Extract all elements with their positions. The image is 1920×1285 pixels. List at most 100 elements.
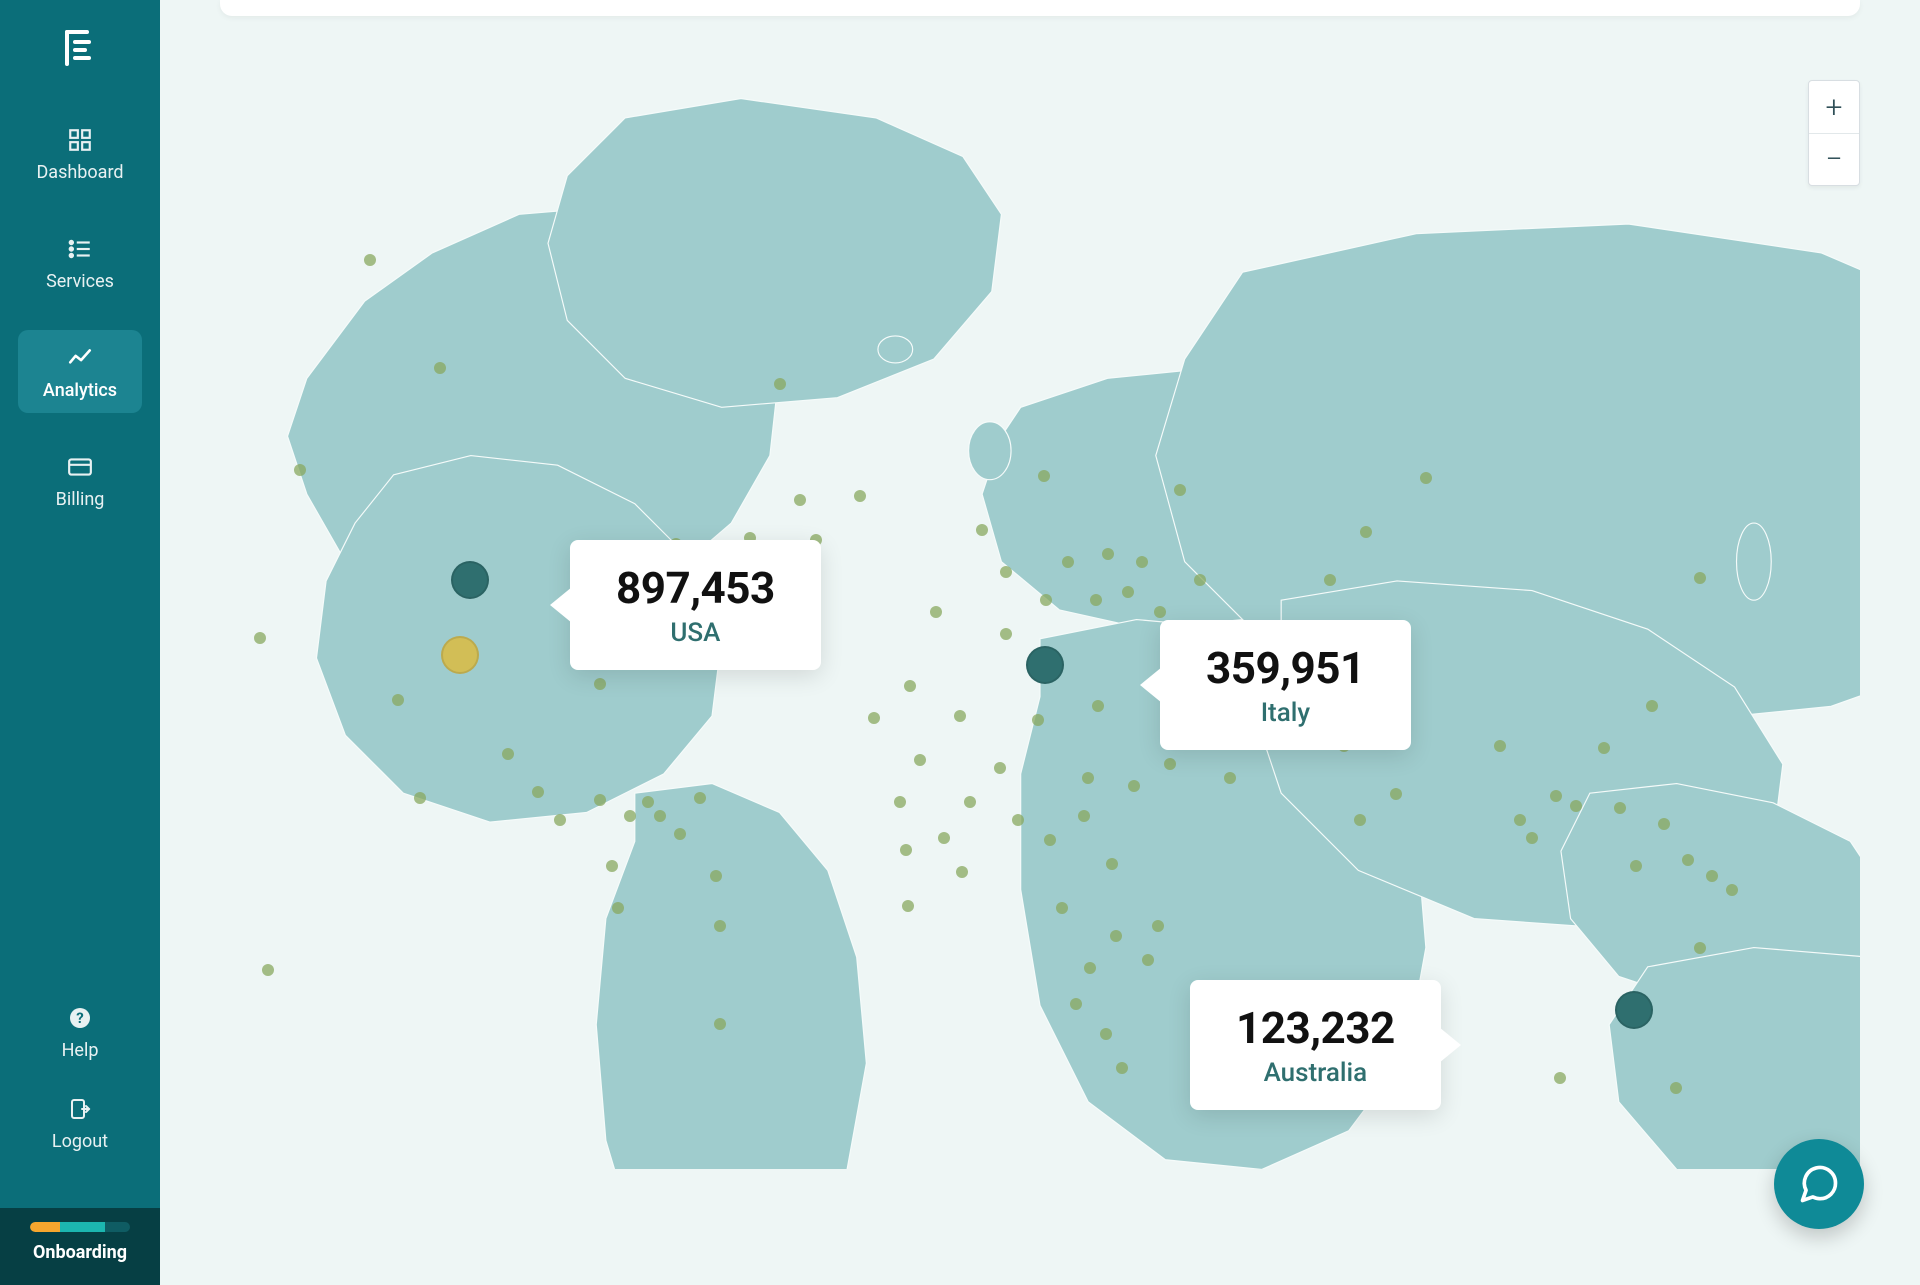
map-data-point <box>364 254 376 266</box>
map-data-point <box>1116 1062 1128 1074</box>
sidebar-item-analytics[interactable]: Analytics <box>18 330 142 413</box>
callout-value: 359,951 <box>1206 642 1365 694</box>
app-logo <box>62 28 98 72</box>
map-data-point <box>654 810 666 822</box>
sidebar-item-services[interactable]: Services <box>18 221 142 304</box>
map-data-point <box>964 796 976 808</box>
callout-country: USA <box>616 618 775 648</box>
map-data-point <box>1122 586 1134 598</box>
map-data-point <box>434 362 446 374</box>
map-callout-italy[interactable]: 359,951 Italy <box>1160 620 1411 750</box>
map-data-point <box>1570 800 1582 812</box>
map-data-point <box>624 810 636 822</box>
map-data-point <box>1082 772 1094 784</box>
map-highlight-marker[interactable] <box>451 561 489 599</box>
map-data-point <box>1100 1028 1112 1040</box>
map-data-point <box>1554 1072 1566 1084</box>
map-data-point <box>1706 870 1718 882</box>
map-data-point <box>1038 470 1050 482</box>
credit-card-icon <box>66 453 94 481</box>
sidebar-nav-bottom: ? Help Logout Onboarding <box>0 998 160 1285</box>
map-data-point <box>1000 628 1012 640</box>
map-data-point <box>1062 556 1074 568</box>
map-highlight-marker[interactable] <box>1615 991 1653 1029</box>
callout-country: Australia <box>1236 1058 1395 1088</box>
map-data-point <box>612 902 624 914</box>
map-data-point <box>1598 742 1610 754</box>
main-content: 897,453 USA 359,951 Italy 123,232 Australia +… <box>160 0 1920 1285</box>
zoom-out-button[interactable]: − <box>1809 133 1859 185</box>
map-data-point <box>774 378 786 390</box>
map-data-point <box>694 792 706 804</box>
map-data-point <box>904 680 916 692</box>
map-data-point <box>1032 714 1044 726</box>
sidebar-item-help[interactable]: ? Help <box>18 998 142 1067</box>
map-data-point <box>1514 814 1526 826</box>
sidebar-item-label: Dashboard <box>36 162 123 183</box>
svg-text:?: ? <box>76 1009 83 1027</box>
map-data-point <box>868 712 880 724</box>
onboarding-label: Onboarding <box>33 1242 127 1263</box>
map-data-point <box>1694 572 1706 584</box>
map-callout-usa[interactable]: 897,453 USA <box>570 540 821 670</box>
map-data-point <box>1102 548 1114 560</box>
map-data-point <box>1658 818 1670 830</box>
world-map <box>220 60 1860 1169</box>
onboarding-panel[interactable]: Onboarding <box>0 1208 160 1285</box>
map-data-point <box>1390 788 1402 800</box>
map-data-point <box>1354 814 1366 826</box>
sidebar-item-label: Billing <box>56 489 105 510</box>
map-data-point <box>1726 884 1738 896</box>
map-data-point <box>954 710 966 722</box>
map-data-point <box>1142 954 1154 966</box>
map-data-point <box>900 844 912 856</box>
map-data-point <box>1682 854 1694 866</box>
zoom-in-button[interactable]: + <box>1809 81 1859 133</box>
map-data-point <box>1092 700 1104 712</box>
callout-value: 897,453 <box>616 562 775 614</box>
map-data-point <box>1550 790 1562 802</box>
map-data-point <box>1494 740 1506 752</box>
map-data-point <box>1044 834 1056 846</box>
sidebar-item-label: Help <box>62 1040 99 1061</box>
map-data-point <box>414 792 426 804</box>
callout-country: Italy <box>1206 698 1365 728</box>
map-data-point <box>1136 556 1148 568</box>
map-highlight-marker[interactable] <box>441 636 479 674</box>
analytics-icon <box>66 344 94 372</box>
map-data-point <box>1106 858 1118 870</box>
map-container[interactable]: 897,453 USA 359,951 Italy 123,232 Australia <box>160 0 1920 1285</box>
map-data-point <box>1614 802 1626 814</box>
map-data-point <box>1646 700 1658 712</box>
callout-value: 123,232 <box>1236 1002 1395 1054</box>
map-data-point <box>1360 526 1372 538</box>
map-data-point <box>502 748 514 760</box>
map-data-point <box>1174 484 1186 496</box>
map-data-point <box>1012 814 1024 826</box>
map-highlight-marker[interactable] <box>1026 646 1064 684</box>
map-data-point <box>642 796 654 808</box>
chat-button[interactable] <box>1774 1139 1864 1229</box>
sidebar-item-logout[interactable]: Logout <box>18 1089 142 1158</box>
map-data-point <box>1070 998 1082 1010</box>
sidebar-item-label: Logout <box>52 1131 108 1152</box>
sidebar-item-dashboard[interactable]: Dashboard <box>18 112 142 195</box>
map-data-point <box>1090 594 1102 606</box>
map-data-point <box>902 900 914 912</box>
map-data-point <box>994 762 1006 774</box>
map-callout-australia[interactable]: 123,232 Australia <box>1190 980 1441 1110</box>
list-icon <box>66 235 94 263</box>
map-data-point <box>1526 832 1538 844</box>
map-data-point <box>532 786 544 798</box>
map-data-point <box>1084 962 1096 974</box>
map-data-point <box>1164 758 1176 770</box>
map-data-point <box>710 870 722 882</box>
map-data-point <box>1420 472 1432 484</box>
map-data-point <box>606 860 618 872</box>
map-data-point <box>1078 810 1090 822</box>
map-data-point <box>674 828 686 840</box>
map-data-point <box>914 754 926 766</box>
sidebar-item-billing[interactable]: Billing <box>18 439 142 522</box>
map-data-point <box>930 606 942 618</box>
map-data-point <box>1154 606 1166 618</box>
